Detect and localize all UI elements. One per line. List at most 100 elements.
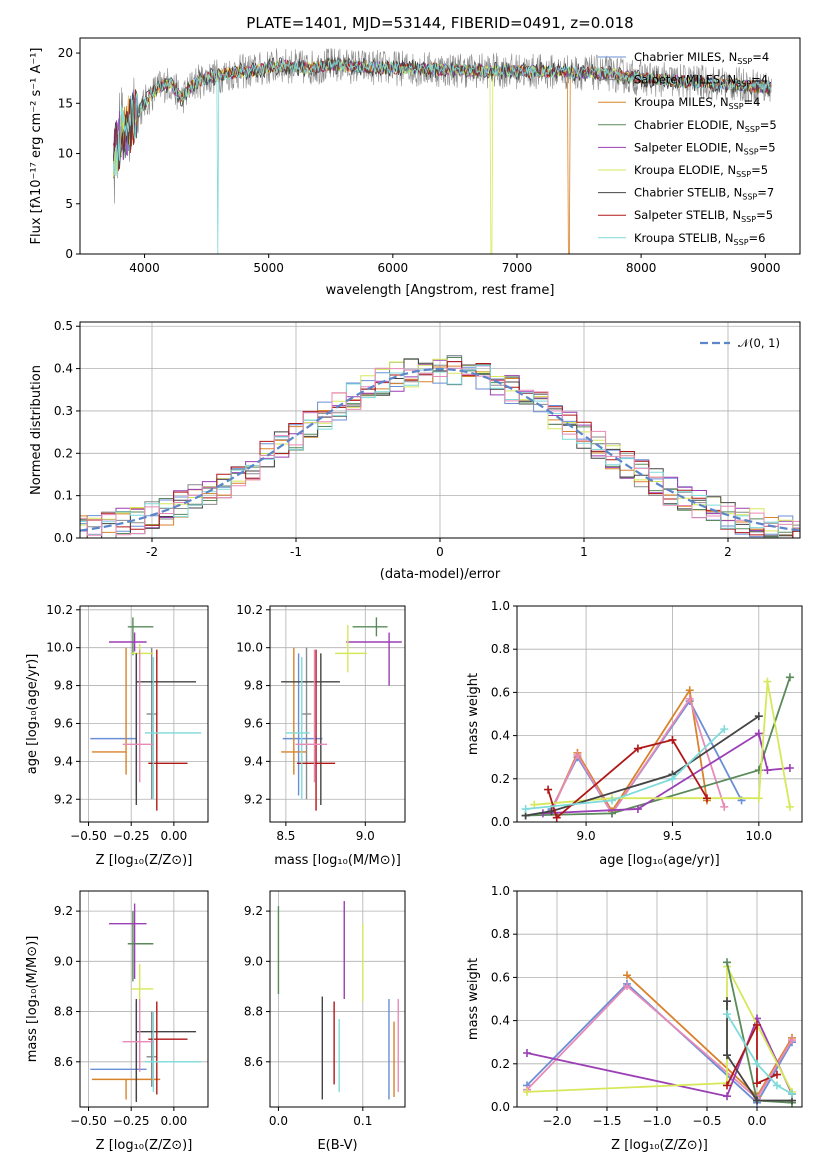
- y-tick-label: 9.2: [54, 904, 73, 918]
- y-axis-label: mass [log₁₀(M/M⊙)]: [25, 936, 40, 1063]
- x-tick-label: −0.25: [113, 1114, 150, 1128]
- x-tick-label: 0.0: [269, 1114, 288, 1128]
- axes-frame: [269, 890, 406, 1108]
- weight-marker: [723, 1092, 731, 1101]
- y-tick-label: 9.0: [244, 954, 263, 968]
- y-tick-label: 1.0: [491, 884, 510, 898]
- weight-marker: [754, 794, 763, 803]
- mass-vs-ebv-panel: 0.0 0.1 8.6 8.8 9.0 9.2 E(B-V): [244, 890, 406, 1153]
- weight-marker: [753, 1020, 761, 1029]
- y-axis-label: Flux [fλ10⁻¹⁷ erg cm⁻² s⁻¹ A⁻¹]: [29, 48, 44, 245]
- x-tick-label: 9.0: [356, 829, 375, 843]
- y-tick-label: 10.0: [46, 641, 73, 655]
- legend-entry: Salpeter STELIB, NSSP=5: [634, 208, 773, 224]
- errorbar-point: [352, 617, 388, 637]
- legend-sub: SSP: [737, 57, 752, 66]
- legend-val: =5: [751, 163, 768, 177]
- x-tick-label: 8.5: [276, 829, 295, 843]
- weight-marker: [753, 1096, 761, 1105]
- y-tick-label: 10.2: [236, 603, 263, 617]
- weight-marker: [788, 1090, 796, 1099]
- weight-line: [526, 984, 793, 1100]
- y-tick-label: 9.6: [54, 716, 73, 730]
- legend-name: Chabrier STELIB, N: [634, 186, 742, 200]
- y-axis-label: mass weight: [466, 673, 481, 755]
- y-tick-label: 0.6: [491, 685, 510, 699]
- weight-marker: [552, 813, 561, 822]
- legend-sub: SSP: [742, 193, 757, 202]
- errorbar-point: [281, 647, 307, 775]
- gaussian-curve: [80, 367, 800, 532]
- y-tick-label: 20: [58, 46, 73, 60]
- legend-sub: SSP: [736, 170, 751, 179]
- y-tick-label: 9.2: [244, 904, 263, 918]
- axes-frame: [516, 890, 803, 1108]
- legend-val: =5: [759, 140, 776, 154]
- x-tick-label: 1: [580, 545, 588, 559]
- y-axis-label: age [log₁₀(age/yr)]: [25, 654, 40, 775]
- x-axis-label: Z [log₁₀(Z/Z⊙)]: [96, 1138, 193, 1153]
- errorbar-point: [122, 999, 154, 1072]
- errorbar-point: [281, 653, 340, 805]
- legend-name: Chabrier MILES, N: [634, 50, 737, 64]
- x-tick-label: 0.00: [161, 829, 188, 843]
- weight-marker: [723, 1010, 731, 1019]
- errorbar-point: [90, 653, 138, 796]
- weight-marker: [668, 774, 677, 783]
- legend-entry: Salpeter MILES, NSSP=4: [634, 73, 768, 89]
- weight-marker: [608, 796, 616, 805]
- x-tick-label: −1.0: [642, 1114, 671, 1128]
- legend-sub: SSP: [741, 215, 756, 224]
- y-tick-label: 0.8: [491, 927, 510, 941]
- weight-marker: [523, 1087, 531, 1096]
- weight-marker: [785, 802, 794, 811]
- y-tick-label: 0.2: [54, 446, 73, 460]
- legend-entry: Kroupa ELODIE, NSSP=5: [634, 163, 768, 179]
- y-tick-label: 0.4: [491, 729, 510, 743]
- weight-marker: [633, 744, 642, 753]
- y-axis-label: mass weight: [466, 958, 481, 1040]
- errorbar-point: [346, 632, 402, 686]
- weight-marker: [723, 958, 731, 967]
- legend-name: Kroupa MILES, N: [634, 95, 729, 109]
- errorbar-point: [135, 999, 197, 1102]
- weight-line: [726, 1001, 792, 1102]
- y-tick-label: 9.0: [54, 954, 73, 968]
- y-axis-label: Normed distribution: [29, 365, 44, 495]
- weight-vs-z-panel: −2.0 −1.5 −1.0 −0.5 0.0 0.0 0.2 0.4 0.6 0.8 1.0 Z […: [466, 884, 803, 1153]
- axes-frame: [79, 37, 801, 255]
- legend-val: =4: [752, 50, 769, 64]
- x-tick-label: −0.5: [692, 1114, 721, 1128]
- y-tick-label: 8.8: [244, 1005, 263, 1019]
- y-tick-label: 0.4: [491, 1014, 510, 1028]
- x-axis-label: age [log₁₀(age/yr)]: [599, 853, 720, 868]
- age-vs-z-panel: −0.50 −0.25 0.00 9.2 9.4 9.6 9.8 10.0 10.2 Z [log…: [25, 603, 209, 868]
- errorbar-point: [91, 1078, 161, 1100]
- y-tick-label: 8.6: [54, 1055, 73, 1069]
- y-tick-label: 10: [58, 147, 73, 161]
- x-tick-label: −0.50: [70, 1114, 107, 1128]
- y-tick-label: 9.8: [244, 679, 263, 693]
- x-tick-label: 10.0: [745, 829, 772, 843]
- axes-frame: [79, 321, 801, 539]
- legend-val: =7: [757, 186, 774, 200]
- weight-line: [525, 715, 760, 817]
- x-tick-label: 5000: [253, 261, 284, 275]
- legend-val: =4: [751, 73, 768, 87]
- errorbar-point: [109, 632, 147, 652]
- weight-line: [534, 681, 791, 808]
- weight-marker: [668, 735, 677, 744]
- y-tick-label: 9.8: [54, 679, 73, 693]
- y-tick-label: 0.0: [54, 531, 73, 545]
- y-tick-label: 8.8: [54, 1005, 73, 1019]
- weight-marker: [523, 1049, 531, 1057]
- y-tick-label: 0.4: [54, 362, 73, 376]
- y-tick-label: 9.4: [54, 754, 73, 768]
- errorbar-point: [295, 649, 328, 783]
- y-tick-label: 0.5: [54, 319, 73, 333]
- errorbar-point: [148, 1001, 188, 1095]
- spectrum-line-salpeter-stelib: [113, 59, 772, 171]
- weight-marker: [685, 686, 694, 695]
- x-tick-label: 0.1: [353, 1114, 372, 1128]
- axes-frame: [516, 605, 803, 823]
